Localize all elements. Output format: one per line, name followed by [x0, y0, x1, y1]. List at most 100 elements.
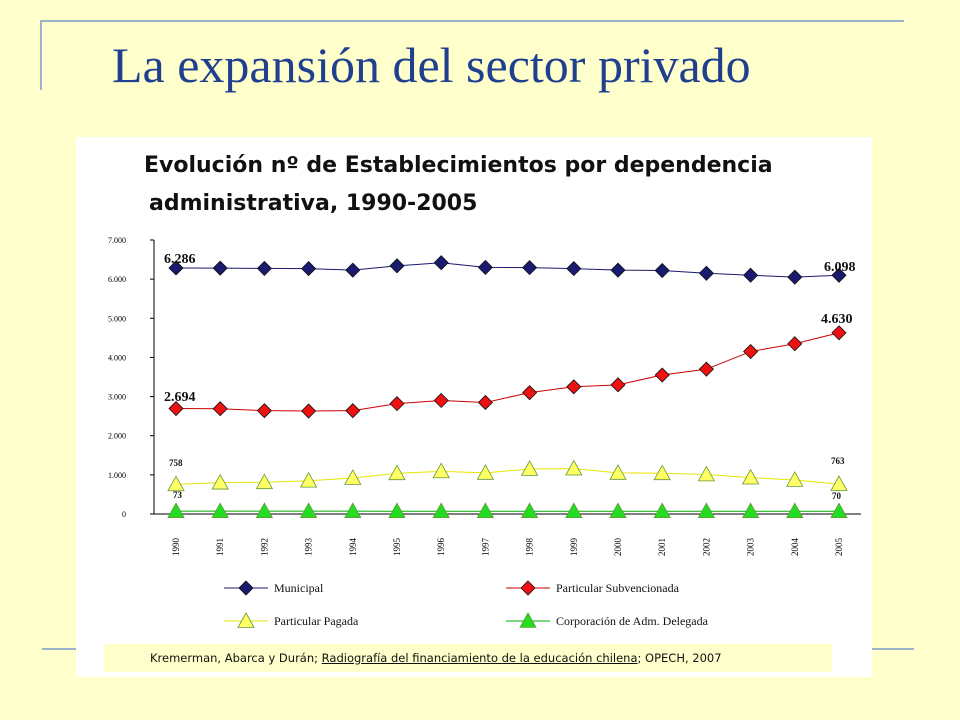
x-tick-label-2000: 2000 [613, 538, 623, 557]
series-2-point-2003 [741, 468, 760, 485]
series-3-point-1997 [476, 502, 495, 519]
series-0-point-1991 [212, 260, 228, 276]
y-tick-label-2000: 2.000 [108, 432, 126, 441]
frame-line-left [40, 20, 42, 90]
series-2-point-1996 [432, 462, 450, 479]
label-pagada-first: 758 [169, 458, 183, 468]
y-tick-label-5000: 5.000 [108, 314, 126, 323]
series-3-point-1994 [344, 502, 362, 518]
series-2-point-1991 [211, 473, 229, 490]
series-0-point-1996 [433, 255, 449, 271]
series-line-1 [175, 332, 840, 412]
series-3-point-2001 [653, 502, 671, 519]
series-1-point-1995 [389, 396, 405, 412]
line-chart: 0 1.000 2.000 3.000 4.000 5.000 6.000 7.000 1990… [108, 236, 861, 628]
series-3-point-1992 [255, 502, 274, 518]
series-3-point-1998 [520, 502, 539, 519]
series-3-point-2002 [697, 502, 716, 519]
series-3-point-1999 [565, 502, 583, 519]
series-2-point-2002 [697, 465, 716, 482]
series-0-point-1997 [477, 259, 493, 275]
legend-marker-1 [520, 580, 536, 596]
series-2-point-1995 [388, 464, 406, 481]
x-tick-label-1995: 1995 [392, 538, 402, 557]
series-1-point-1992 [256, 403, 272, 419]
series-0-point-2005 [831, 267, 847, 283]
series-3-point-2004 [786, 502, 804, 519]
series-1-point-1999 [566, 379, 582, 395]
series-3-point-2000 [609, 502, 627, 519]
series-2-point-2000 [609, 464, 627, 480]
x-tick-label-1991: 1991 [215, 538, 225, 556]
chart-title-line-2: administrativa, 1990-2005 [149, 191, 478, 216]
series-2-point-1990 [167, 475, 185, 492]
source-authors: Kremerman, Abarca y Durán; [150, 651, 322, 665]
x-tick-label-1992: 1992 [259, 538, 269, 556]
series-2-point-1998 [520, 460, 539, 476]
chart-title: Evolución nº de Establecimientos por dep… [138, 147, 858, 223]
series-0-point-1998 [522, 260, 538, 276]
source-publisher: ; OPECH, 2007 [637, 651, 722, 665]
y-tick-label-1000: 1.000 [108, 471, 126, 480]
y-tick-label-3000: 3.000 [108, 393, 126, 402]
series-1-point-2001 [654, 367, 670, 383]
series-0-point-1993 [301, 261, 317, 277]
x-tick-label-1993: 1993 [304, 538, 314, 557]
label-subvencionada-first: 2.694 [164, 390, 196, 405]
legend-label-1: Particular Subvencionada [556, 581, 680, 595]
x-tick-label-1994: 1994 [348, 538, 358, 557]
series-3-point-1991 [211, 502, 229, 518]
series-1-point-1991 [212, 401, 228, 417]
x-tick-label-2002: 2002 [701, 538, 711, 556]
series-3-point-2003 [741, 502, 760, 519]
series-2-point-1993 [299, 471, 318, 488]
y-tick-label-0: 0 [122, 510, 126, 519]
x-tick-label-1996: 1996 [436, 538, 446, 557]
x-tick-label-1990: 1990 [171, 538, 181, 557]
x-tick-label-2005: 2005 [834, 538, 844, 557]
series-0-point-2003 [743, 267, 759, 283]
series-0-point-1994 [345, 262, 361, 278]
series-line-0 [175, 262, 840, 278]
label-municipal-first: 6.286 [164, 252, 196, 267]
legend-marker-3 [519, 612, 537, 628]
series-2-point-1999 [565, 459, 583, 476]
series-3-point-1993 [299, 502, 318, 518]
series-3-point-1996 [432, 502, 450, 519]
frame-line-top [42, 20, 904, 22]
series-0-point-1992 [256, 260, 272, 276]
series-1-point-2002 [698, 361, 714, 377]
series-2-point-2001 [653, 464, 671, 481]
series-3-point-1990 [167, 502, 185, 518]
x-tick-label-2001: 2001 [657, 538, 667, 556]
series-1-point-2004 [787, 336, 803, 352]
series-0-point-1999 [566, 261, 582, 277]
source-work-link: Radiografía del financiamiento de la edu… [321, 651, 638, 665]
y-tick-label-4000: 4.000 [108, 353, 126, 362]
label-pagada-last: 763 [831, 456, 845, 466]
series-2-point-2004 [786, 471, 804, 487]
series-2-point-1994 [344, 469, 362, 485]
series-1-point-1993 [301, 403, 317, 419]
x-tick-label-1999: 1999 [569, 538, 579, 557]
series-0-point-2002 [698, 265, 714, 281]
series-0-point-2001 [654, 262, 670, 279]
series-1-point-1997 [477, 394, 493, 411]
chart-panel: Evolución nº de Establecimientos por dep… [76, 137, 872, 677]
label-delegada-first: 73 [173, 490, 183, 500]
legend-marker-0 [238, 580, 254, 596]
series-1-point-2005 [831, 325, 847, 341]
x-tick-label-1997: 1997 [480, 538, 490, 557]
label-subvencionada-last: 4.630 [821, 312, 853, 327]
label-municipal-last: 6.098 [824, 260, 856, 275]
series-0-point-1995 [389, 258, 405, 274]
legend-label-2: Particular Pagada [274, 614, 359, 628]
series-2-point-2005 [830, 475, 848, 491]
series-1-point-1990 [168, 400, 184, 417]
legend-marker-2 [237, 612, 255, 628]
series-2-point-1997 [476, 464, 495, 480]
source-note: Kremerman, Abarca y Durán; Radiografía d… [104, 644, 832, 672]
x-tick-label-2004: 2004 [790, 538, 800, 557]
x-tick-label-1998: 1998 [525, 538, 535, 557]
label-delegada-last: 70 [832, 491, 842, 501]
